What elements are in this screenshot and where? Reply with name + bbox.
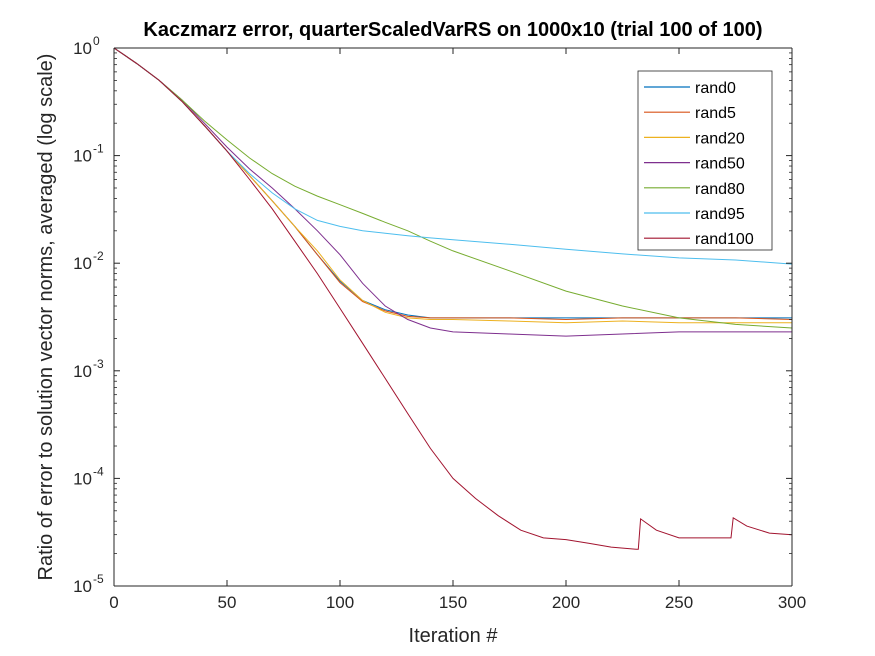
x-tick-label: 250 <box>665 593 693 612</box>
x-tick-label: 50 <box>218 593 237 612</box>
legend-items: rand0 rand5 rand20 rand50 rand80 rand95 rand10… <box>644 80 754 248</box>
y-tick-label: 10 <box>73 469 92 488</box>
x-tick-label: 100 <box>326 593 354 612</box>
x-tick-label: 200 <box>552 593 580 612</box>
y-tick-exponent: -3 <box>93 357 104 371</box>
series-line-rand100 <box>113 47 793 550</box>
y-tick-label: 10 <box>73 147 92 166</box>
y-tick-label: 10 <box>73 362 92 381</box>
legend-label-rand100: rand100 <box>695 231 754 248</box>
x-tick-label: 300 <box>778 593 806 612</box>
y-tick-label: 10 <box>73 254 92 273</box>
y-tick-exponent: 0 <box>93 34 100 48</box>
y-tick-exponent: -2 <box>93 249 104 263</box>
x-tick-label: 0 <box>109 593 118 612</box>
legend-label-rand20: rand20 <box>695 130 745 147</box>
series-line-rand50 <box>113 47 792 337</box>
y-tick-label: 10 <box>73 39 92 58</box>
y-tick-exponent: -4 <box>93 464 104 478</box>
series-line-rand80 <box>113 47 793 329</box>
legend-label-rand0: rand0 <box>695 80 736 97</box>
legend-label-rand5: rand5 <box>695 105 736 122</box>
legend-box <box>637 70 773 251</box>
y-tick-label: 10 <box>73 577 92 596</box>
chart-title: Kaczmarz error, quarterScaledVarRS on 10… <box>143 19 762 41</box>
legend-label-rand50: rand50 <box>695 156 745 173</box>
legend: rand0 rand5 rand20 rand50 rand80 rand95 rand10… <box>637 70 773 251</box>
y-tick-exponent: -5 <box>93 572 104 586</box>
legend-label-rand80: rand80 <box>695 181 745 198</box>
series-layer <box>113 47 793 550</box>
y-axis-label: Ratio of error to solution vector norms,… <box>35 54 57 581</box>
y-tick-exponent: -1 <box>93 142 104 156</box>
x-tick-label: 150 <box>439 593 467 612</box>
x-axis-label: Iteration # <box>409 625 499 647</box>
legend-label-rand95: rand95 <box>695 206 745 223</box>
